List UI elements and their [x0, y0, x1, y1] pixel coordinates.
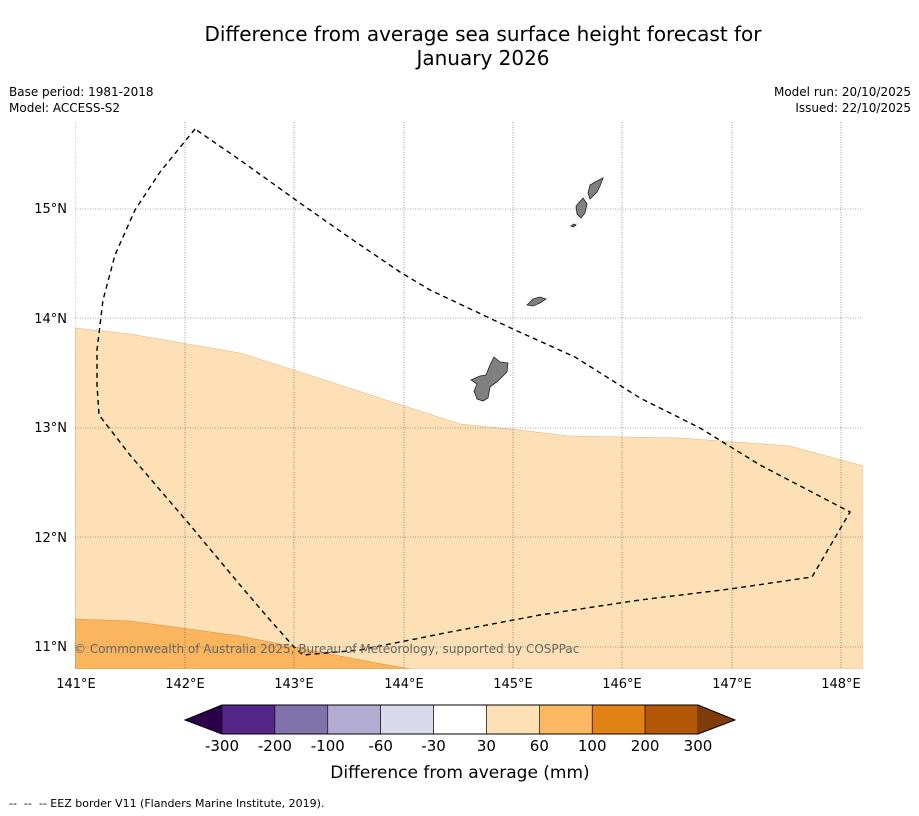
colorbar-tick-label: 300	[684, 737, 713, 755]
lat-label-12: 12°N	[34, 531, 67, 546]
colorbar-tick-label: -60	[368, 737, 393, 755]
colorbar-segment	[327, 704, 381, 735]
anomaly-region-60-100	[75, 618, 411, 669]
anomaly-region-30-60	[75, 327, 863, 669]
colorbar-tick-label: -300	[205, 737, 239, 755]
island-rota	[526, 296, 547, 307]
island-saipan	[587, 177, 604, 200]
lat-label-13: 13°N	[34, 421, 67, 436]
eez-border	[96, 128, 851, 656]
colorbar: -300 -200 -100 -60 -30 30 60 100 200 300 Differen…	[183, 704, 737, 783]
lon-label-141: 141°E	[56, 677, 96, 692]
lat-label-15: 15°N	[34, 202, 67, 217]
map-credit: © Commonwealth of Australia 2025, Bureau…	[74, 642, 579, 656]
colorbar-under-arrow	[185, 705, 222, 734]
colorbar-segment	[221, 704, 276, 735]
issued-date: Issued: 22/10/2025	[795, 101, 911, 115]
colorbar-tick-label: 60	[530, 737, 549, 755]
island-guam	[470, 356, 509, 402]
colorbar-segment	[539, 704, 593, 735]
colorbar-segment	[433, 704, 487, 735]
colorbar-over-arrow	[698, 705, 735, 734]
colorbar-segment	[591, 704, 646, 735]
lon-label-148: 148°E	[821, 677, 861, 692]
lat-label-11: 11°N	[34, 640, 67, 655]
map-area: © Commonwealth of Australia 2025, Bureau…	[74, 122, 863, 669]
colorbar-tick-label: -30	[421, 737, 446, 755]
colorbar-segment	[380, 704, 434, 735]
meta-left: Base period: 1981-2018 Model: ACCESS-S2	[9, 84, 154, 116]
meta-right: Model run: 20/10/2025 Issued: 22/10/2025	[774, 84, 911, 116]
model-run: Model run: 20/10/2025	[773, 85, 911, 99]
colorbar-segment	[274, 704, 329, 735]
colorbar-title: Difference from average (mm)	[330, 763, 589, 783]
lon-label-144: 144°E	[384, 677, 424, 692]
lon-label-142: 142°E	[165, 677, 205, 692]
chart-title: Difference from average sea surface heig…	[0, 22, 919, 70]
colorbar-segment	[486, 704, 540, 735]
lon-label-146: 146°E	[602, 677, 642, 692]
colorbar-tick-label: -200	[258, 737, 292, 755]
lon-label-147: 147°E	[712, 677, 752, 692]
longitude-labels: 141°E 142°E 143°E 144°E 145°E 146°E 147°…	[56, 677, 861, 692]
latitude-labels: 15°N 14°N 13°N 12°N 11°N	[34, 202, 67, 655]
gridlines	[75, 122, 863, 669]
colorbar-tick-label: 100	[578, 737, 607, 755]
island-aguijan	[570, 223, 577, 228]
title-line-2: January 2026	[416, 46, 550, 70]
eez-footnote: -- -- -- EEZ border V11 (Flanders Marine…	[9, 797, 325, 810]
colorbar-outline	[183, 704, 737, 735]
lon-label-143: 143°E	[274, 677, 314, 692]
islands	[470, 177, 604, 402]
island-tinian	[575, 197, 588, 219]
base-period: Base period: 1981-2018	[9, 85, 154, 99]
lon-label-145: 145°E	[493, 677, 533, 692]
colorbar-tick-label: 200	[631, 737, 660, 755]
model-name: Model: ACCESS-S2	[9, 101, 121, 115]
colorbar-tick-label: 30	[477, 737, 496, 755]
colorbar-tick-label: -100	[311, 737, 345, 755]
colorbar-segment	[644, 704, 699, 735]
lat-label-14: 14°N	[34, 312, 67, 327]
title-line-1: Difference from average sea surface heig…	[204, 22, 762, 46]
